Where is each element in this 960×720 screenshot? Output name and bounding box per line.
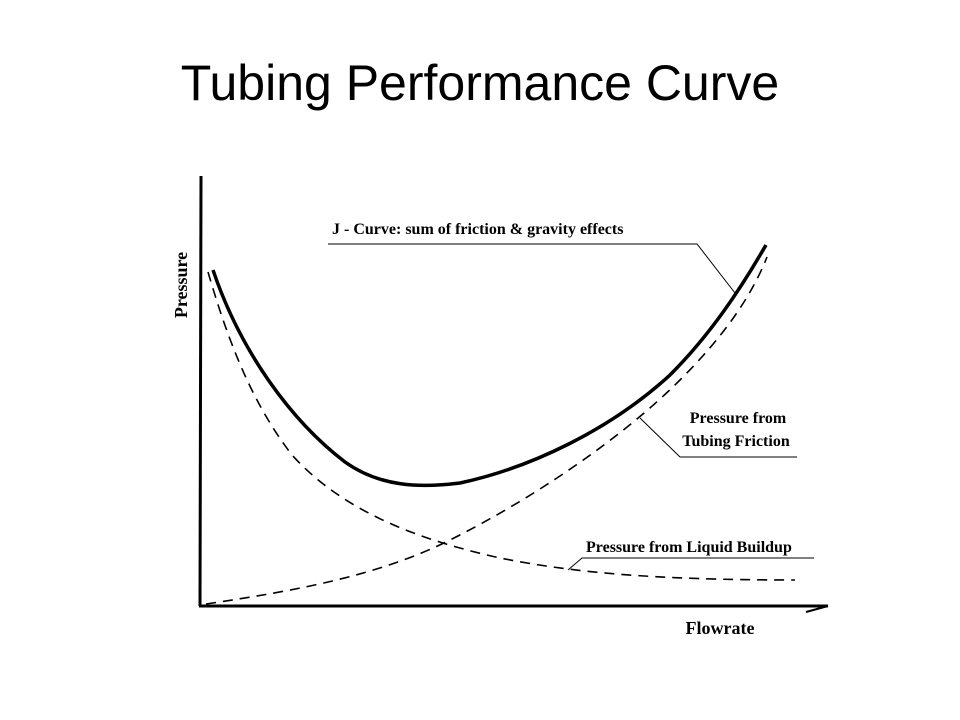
friction-label-line1: Pressure from [690,410,787,427]
liquid-buildup-curve [207,271,796,581]
liquid-buildup-leader [567,557,814,571]
x-axis-label: Flowrate [686,618,755,638]
friction-leader [639,417,797,458]
slide-title: Tubing Performance Curve [180,55,780,111]
y-axis [198,175,203,607]
tubing-friction-curve [205,256,768,605]
y-axis-label: Pressure [171,252,191,318]
friction-label-line2: Tubing Friction [682,433,790,450]
j-curve-label: J - Curve: sum of friction & gravity eff… [332,221,623,238]
j-curve-leader [328,243,736,294]
x-axis-arrowhead [805,605,829,613]
j-curve [211,244,768,488]
liquid-buildup-label: Pressure from Liquid Buildup [586,539,792,556]
